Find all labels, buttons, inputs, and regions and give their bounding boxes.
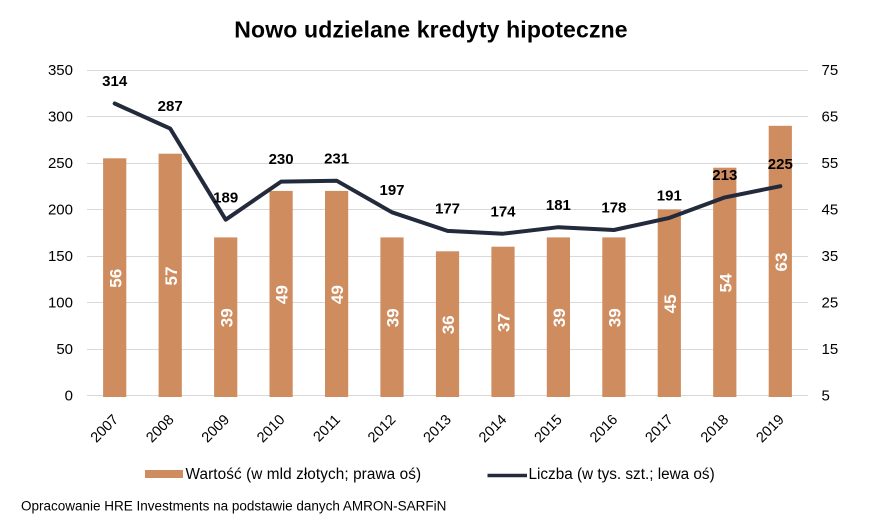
svg-text:0: 0 (65, 388, 73, 405)
svg-text:181: 181 (546, 197, 571, 214)
svg-text:314: 314 (102, 73, 128, 90)
svg-text:15: 15 (822, 341, 839, 358)
svg-text:178: 178 (601, 200, 626, 217)
svg-text:63: 63 (772, 253, 791, 272)
svg-text:65: 65 (822, 109, 839, 126)
svg-text:350: 350 (48, 62, 73, 79)
svg-text:300: 300 (48, 109, 73, 126)
svg-text:49: 49 (273, 285, 292, 304)
svg-text:213: 213 (712, 167, 737, 184)
svg-text:225: 225 (768, 156, 793, 173)
svg-text:174: 174 (490, 203, 516, 220)
svg-text:200: 200 (48, 202, 73, 219)
svg-text:57: 57 (162, 267, 181, 286)
svg-text:177: 177 (435, 201, 460, 218)
svg-text:75: 75 (822, 62, 839, 79)
svg-text:Opracowanie HRE Investments na: Opracowanie HRE Investments na podstawie… (21, 499, 446, 514)
svg-text:39: 39 (606, 308, 625, 327)
svg-text:39: 39 (384, 308, 403, 327)
svg-text:Liczba (w tys. szt.; lewa oś): Liczba (w tys. szt.; lewa oś) (529, 466, 715, 483)
svg-text:45: 45 (822, 202, 839, 219)
svg-text:39: 39 (550, 308, 569, 327)
svg-text:25: 25 (822, 295, 839, 312)
svg-text:287: 287 (158, 98, 183, 115)
svg-text:39: 39 (217, 308, 236, 327)
svg-text:250: 250 (48, 155, 73, 172)
svg-text:36: 36 (439, 315, 458, 334)
svg-text:Nowo udzielane kredyty hipotec: Nowo udzielane kredyty hipoteczne (234, 16, 627, 42)
svg-text:100: 100 (48, 295, 73, 312)
svg-text:231: 231 (324, 150, 349, 167)
svg-text:191: 191 (657, 188, 682, 205)
svg-text:35: 35 (822, 248, 839, 265)
svg-text:150: 150 (48, 248, 73, 265)
svg-text:49: 49 (328, 285, 347, 304)
svg-text:197: 197 (379, 182, 404, 199)
svg-text:50: 50 (56, 341, 73, 358)
svg-text:Wartość (w mld złotych; prawa: Wartość (w mld złotych; prawa oś) (186, 466, 422, 483)
svg-text:45: 45 (661, 294, 680, 313)
svg-text:5: 5 (822, 388, 830, 405)
svg-text:230: 230 (269, 151, 294, 168)
svg-text:37: 37 (495, 313, 514, 332)
svg-text:56: 56 (106, 269, 125, 288)
svg-text:55: 55 (822, 155, 839, 172)
svg-text:189: 189 (213, 189, 238, 206)
svg-text:54: 54 (716, 273, 735, 292)
